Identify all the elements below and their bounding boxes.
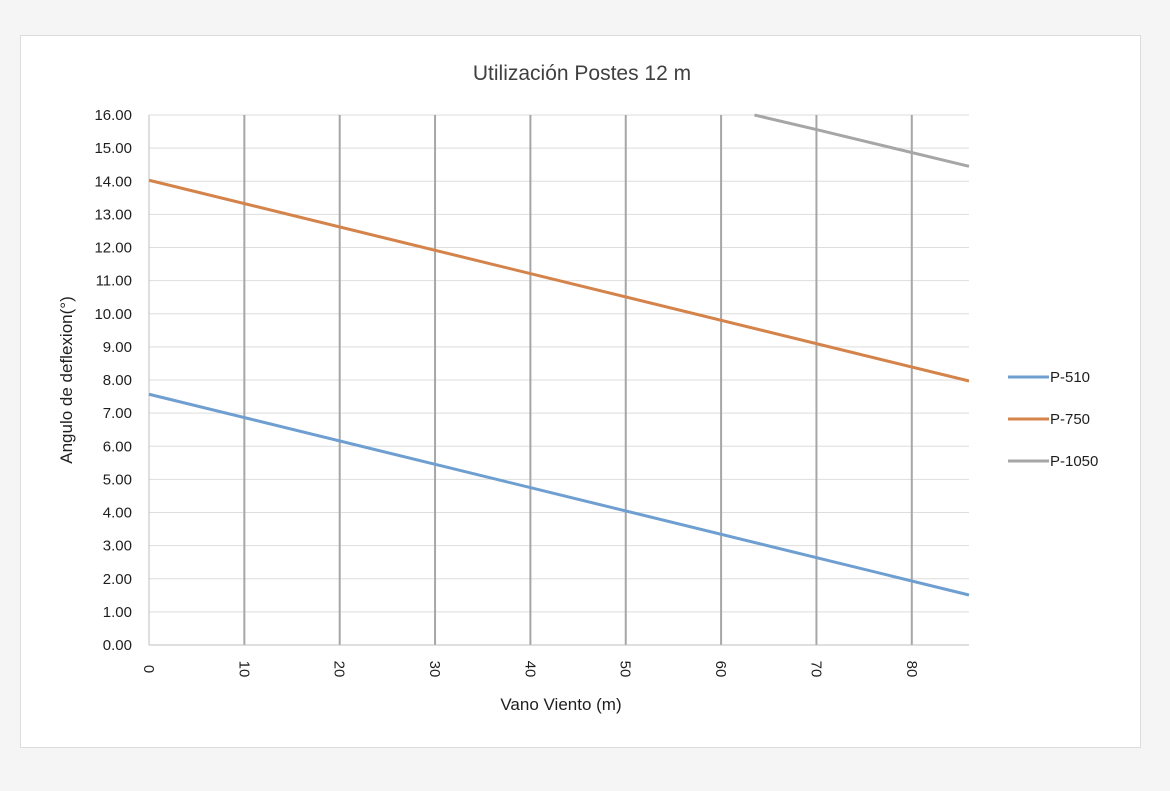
x-tick-label: 20 [331,661,348,678]
y-axis-label: Angulo de deflexion(°) [57,296,76,463]
series-layer [148,113,970,597]
x-tick-label: 70 [807,661,824,678]
y-tick-label: 6.00 [103,438,132,455]
legend-label: P-1050 [1050,453,1098,470]
x-tick-label: 40 [521,661,538,678]
y-tick-label: 7.00 [103,405,132,422]
y-tick-label: 10.00 [94,306,132,323]
y-tick-label: 3.00 [103,538,132,555]
y-tick-label: 14.00 [94,173,132,190]
y-tick-label: 16.00 [94,107,132,124]
x-tick-label: 10 [235,661,252,678]
y-tick-label: 5.00 [103,471,132,488]
series-line-p-510 [148,392,970,597]
series-line-p-750 [148,178,970,383]
x-axis-label: Vano Viento (m) [500,695,621,714]
series-line-p-1050 [754,113,970,168]
chart-frame [20,35,1141,748]
y-tick-label: 0.00 [103,637,132,654]
x-tick-label: 50 [617,661,634,678]
x-tick-label: 60 [712,661,729,678]
tick-layer: 0.00 1.00 2.00 3.00 4.00 5.00 6.00 7.00 8.00 9.00… [94,107,919,677]
y-tick-label: 8.00 [103,372,132,389]
y-tick-label: 15.00 [94,140,132,157]
x-tick-label: 80 [903,661,920,678]
y-tick-label: 11.00 [96,273,132,290]
chart-title: Utilización Postes 12 m [473,62,691,85]
legend-label: P-750 [1050,411,1090,428]
y-tick-label: 9.00 [103,339,132,356]
legend-label: P-510 [1050,369,1090,386]
y-tick-label: 13.00 [94,206,132,223]
x-tick-label: 0 [140,665,157,673]
y-tick-label: 4.00 [103,505,132,522]
legend: P-510 P-750 P-1050 [1008,369,1098,470]
y-tick-label: 1.00 [103,604,132,621]
x-tick-label: 30 [426,661,443,678]
y-tick-label: 2.00 [103,571,132,588]
y-tick-label: 12.00 [94,240,132,257]
